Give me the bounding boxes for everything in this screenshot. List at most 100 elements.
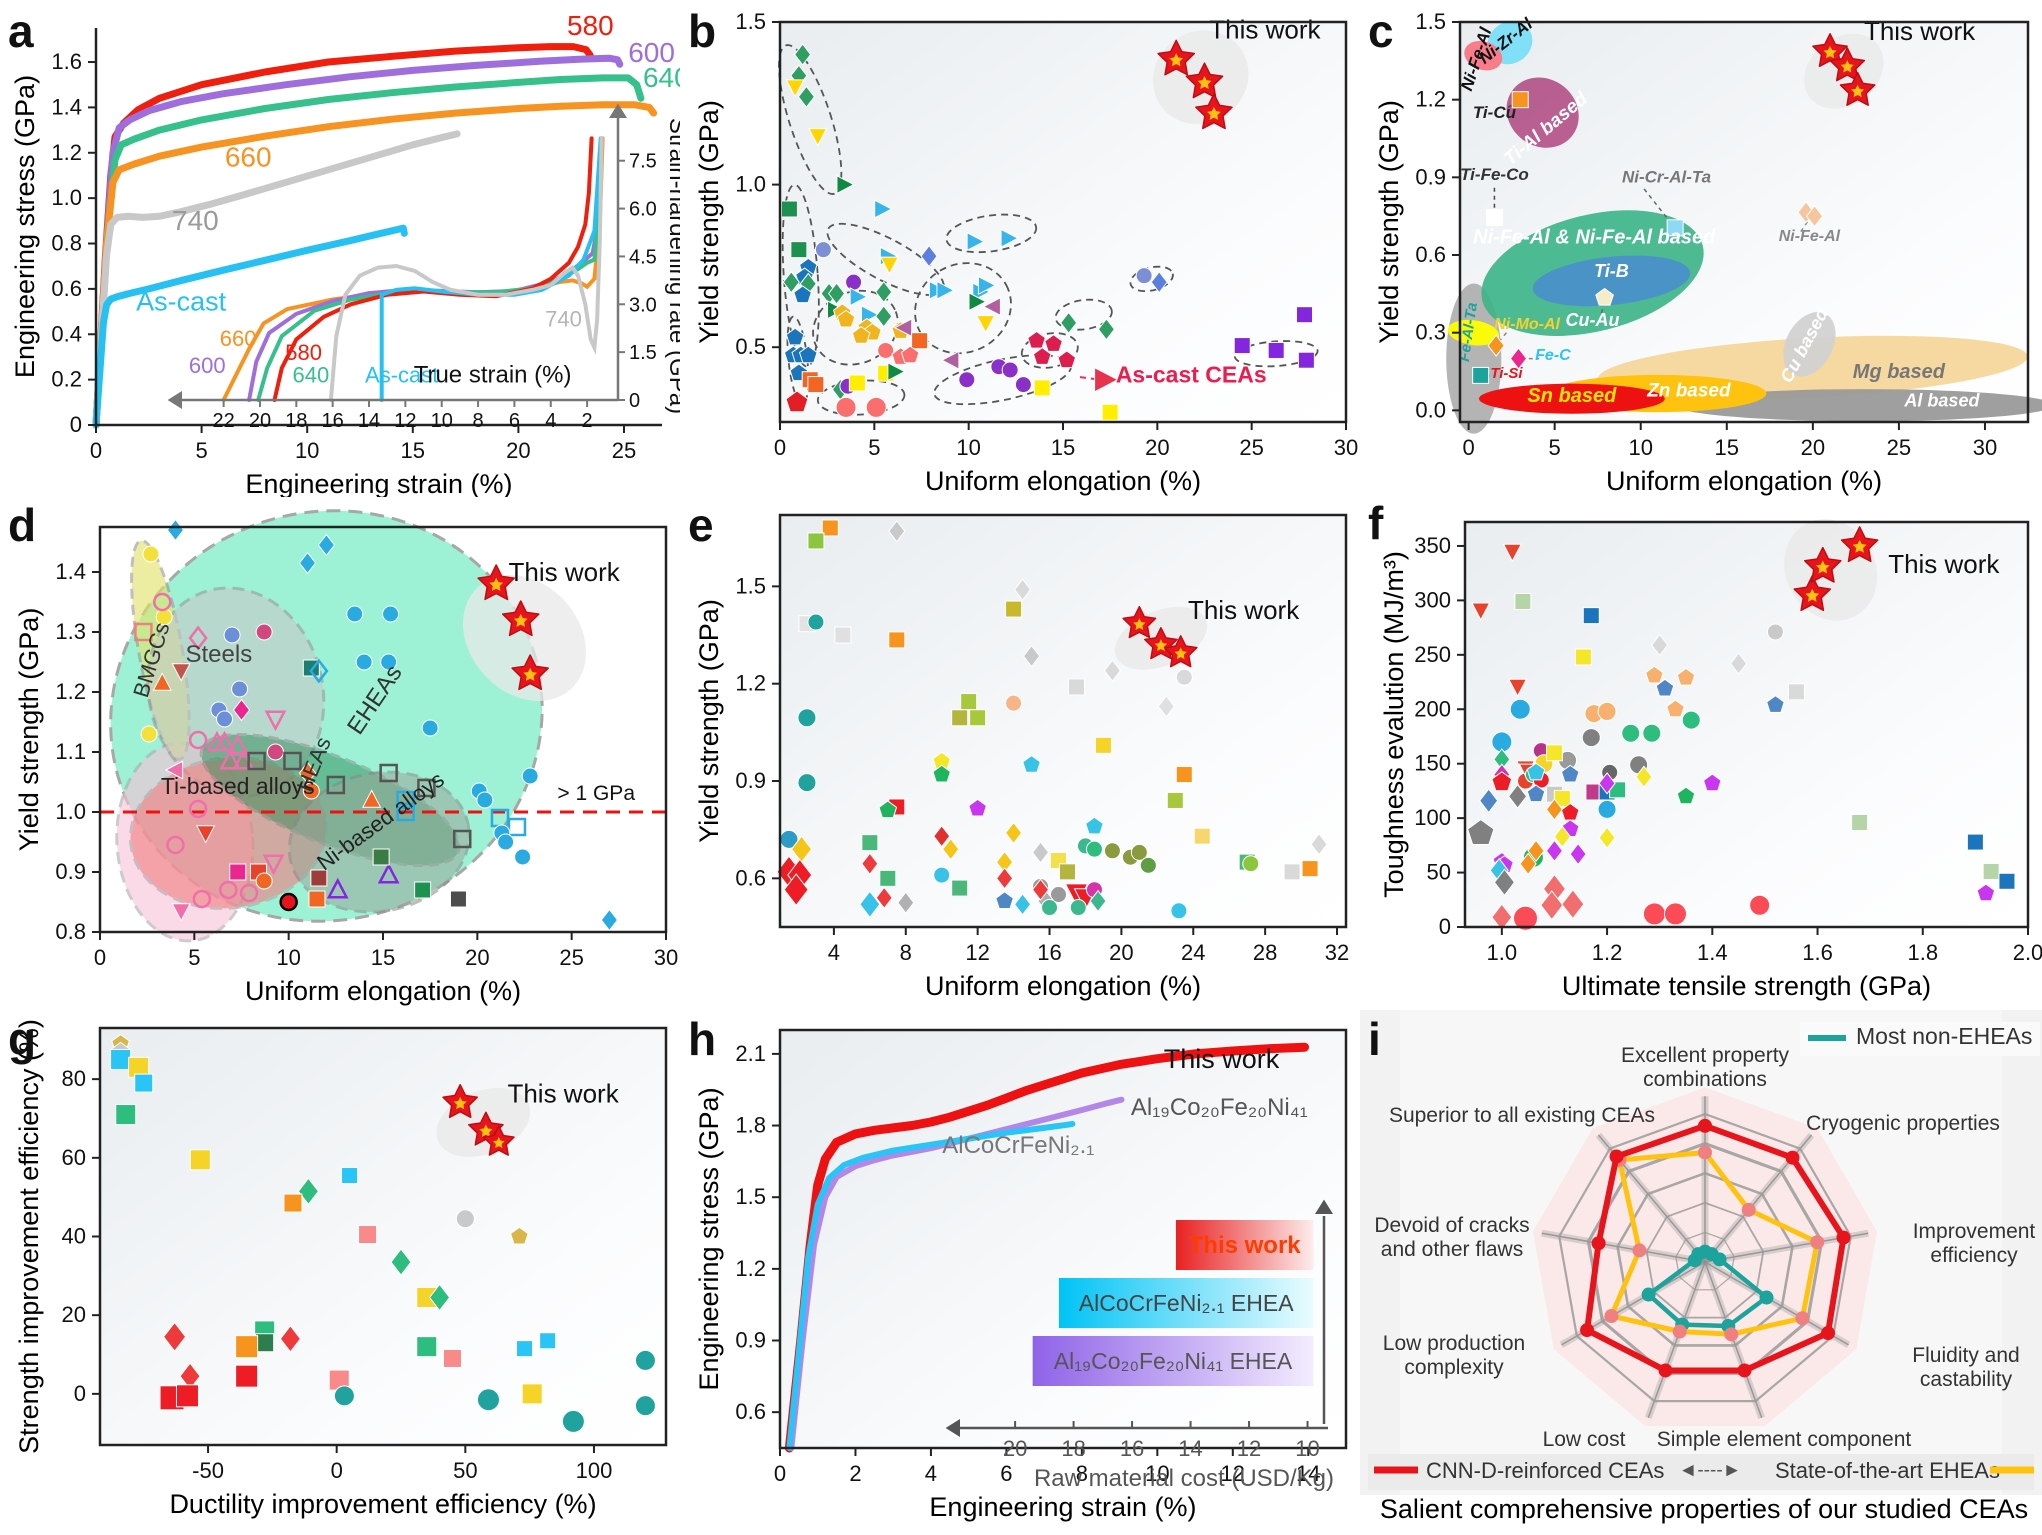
svg-text:740: 740 xyxy=(545,307,582,332)
svg-text:1.2: 1.2 xyxy=(735,671,766,696)
svg-text:Yield strength (GPa): Yield strength (GPa) xyxy=(14,608,44,852)
svg-text:Ni-Cr-Al-Ta: Ni-Cr-Al-Ta xyxy=(1622,168,1711,187)
svg-text:0.6: 0.6 xyxy=(735,1399,766,1424)
svg-text:Strain-hardening rate (GPa): Strain-hardening rate (GPa) xyxy=(664,118,680,414)
svg-text:-50: -50 xyxy=(192,1458,224,1483)
svg-text:14: 14 xyxy=(1178,1436,1202,1461)
svg-text:1.0: 1.0 xyxy=(51,185,82,210)
svg-text:State-of-the-art EHEAs: State-of-the-art EHEAs xyxy=(1775,1458,2000,1483)
svg-text:50: 50 xyxy=(453,1458,477,1483)
svg-text:10: 10 xyxy=(956,435,980,460)
svg-text:20: 20 xyxy=(62,1302,86,1327)
svg-text:25: 25 xyxy=(1239,435,1263,460)
svg-text:Raw material cost (USD/Kg): Raw material cost (USD/Kg) xyxy=(1034,1465,1334,1492)
panel-letter-e: e xyxy=(688,499,714,551)
svg-text:This work: This work xyxy=(1188,595,1300,625)
svg-text:Low cost: Low cost xyxy=(1543,1428,1626,1451)
svg-text:1.4: 1.4 xyxy=(1697,940,1728,965)
svg-text:Ti-Fe-Co: Ti-Fe-Co xyxy=(1460,165,1529,184)
svg-text:1.8: 1.8 xyxy=(1907,940,1938,965)
svg-text:350: 350 xyxy=(1414,533,1451,558)
svg-text:Ti-based alloys: Ti-based alloys xyxy=(161,773,315,799)
svg-text:5: 5 xyxy=(1549,435,1561,460)
svg-text:As-cast: As-cast xyxy=(365,362,438,387)
svg-text:This work: This work xyxy=(1164,1044,1280,1074)
svg-text:660: 660 xyxy=(225,141,272,172)
svg-text:Ni-Fe-Al & Ni-Fe-Al based: Ni-Fe-Al & Ni-Fe-Al based xyxy=(1473,226,1716,248)
svg-text:6: 6 xyxy=(1000,1461,1012,1486)
svg-text:15: 15 xyxy=(1051,435,1075,460)
svg-text:200: 200 xyxy=(1414,696,1451,721)
svg-text:0.9: 0.9 xyxy=(55,859,86,884)
svg-text:0: 0 xyxy=(74,1381,86,1406)
stress-strain-chart: 580600640660740As-cast051015202500.20.40… xyxy=(10,10,680,497)
svg-text:Toughness evalution (MJ/m³): Toughness evalution (MJ/m³) xyxy=(1379,551,1409,898)
svg-text:4.5: 4.5 xyxy=(629,246,657,268)
svg-text:Excellent property: Excellent property xyxy=(1621,1044,1790,1067)
svg-text:Ti-B: Ti-B xyxy=(1594,261,1629,281)
svg-text:12: 12 xyxy=(1237,1436,1261,1461)
panel-f: This work 1.0 1.2 1.4 1.6 1.8 2.0 0 50 100 150 200 2… xyxy=(1360,497,2042,1010)
svg-text:6.0: 6.0 xyxy=(629,199,657,221)
svg-text:◄----►: ◄----► xyxy=(1679,1460,1742,1481)
svg-text:0.0: 0.0 xyxy=(1415,397,1446,422)
panel-letter-a: a xyxy=(8,5,34,57)
yield-vs-elongation-cea-chart: This work As-cast CEAs 0 5 10 15 20 25 30 0.5 1.0 1… xyxy=(694,9,1358,496)
svg-text:Cryogenic properties: Cryogenic properties xyxy=(1806,1112,2000,1135)
svg-text:20: 20 xyxy=(1801,435,1825,460)
svg-text:1.8: 1.8 xyxy=(735,1113,766,1138)
svg-text:This work: This work xyxy=(1189,1232,1302,1259)
svg-text:0: 0 xyxy=(94,945,106,970)
svg-text:8: 8 xyxy=(900,940,912,965)
panel-letter-h: h xyxy=(688,1013,717,1065)
svg-text:0.2: 0.2 xyxy=(51,367,82,392)
panel-i-caption: Salient comprehensive properties of our … xyxy=(1379,1494,2029,1524)
svg-text:Yield strength (GPa): Yield strength (GPa) xyxy=(1374,100,1404,344)
svg-text:10: 10 xyxy=(1145,1461,1169,1486)
panel-a: 580600640660740As-cast051015202500.20.40… xyxy=(0,0,680,497)
svg-text:Al₁₉Co₂₀Fe₂₀Ni₄₁ EHEA: Al₁₉Co₂₀Fe₂₀Ni₄₁ EHEA xyxy=(1054,1348,1293,1374)
svg-text:30: 30 xyxy=(1334,435,1358,460)
svg-text:12: 12 xyxy=(1221,1461,1245,1486)
svg-text:Strength improvement efficienc: Strength improvement efficiency (%) xyxy=(14,1019,44,1454)
svg-text:Al based: Al based xyxy=(1903,390,1980,410)
svg-text:740: 740 xyxy=(172,205,219,236)
svg-text:1.6: 1.6 xyxy=(51,49,82,74)
panel-letter-d: d xyxy=(8,499,37,551)
svg-text:> 1 GPa: > 1 GPa xyxy=(557,782,635,805)
svg-text:25: 25 xyxy=(612,438,636,463)
svg-text:0: 0 xyxy=(774,435,786,460)
svg-text:660: 660 xyxy=(220,326,257,351)
svg-text:Devoid of cracks: Devoid of cracks xyxy=(1374,1214,1529,1237)
panel-g: This work -50 0 50 100 0 20 40 60 80 Ductility imp… xyxy=(0,1010,680,1535)
svg-text:10: 10 xyxy=(1628,435,1652,460)
svg-text:3.0: 3.0 xyxy=(629,294,657,316)
panel-e: This work 4 8 12 16 20 24 28 32 0.6 0.9 1.2 1.5 Unifo… xyxy=(680,497,1360,1010)
svg-text:1.4: 1.4 xyxy=(51,94,82,119)
svg-text:12: 12 xyxy=(965,940,989,965)
svg-text:Steels: Steels xyxy=(186,641,253,668)
svg-text:18: 18 xyxy=(1061,1436,1085,1461)
svg-text:AlCoCrFeNi₂.₁ EHEA: AlCoCrFeNi₂.₁ EHEA xyxy=(1079,1290,1294,1316)
svg-text:True strain (%): True strain (%) xyxy=(414,361,572,388)
svg-text:Fe-C: Fe-C xyxy=(1535,347,1571,364)
svg-text:0.5: 0.5 xyxy=(735,334,766,359)
svg-text:Uniform elongation (%): Uniform elongation (%) xyxy=(925,466,1201,496)
svg-text:1.5: 1.5 xyxy=(1415,9,1446,34)
svg-text:Engineering strain (%): Engineering strain (%) xyxy=(929,1492,1196,1522)
svg-text:Engineering stress (GPa): Engineering stress (GPa) xyxy=(10,75,40,378)
svg-text:Ni-Fe-Al: Ni-Fe-Al xyxy=(1779,228,1841,245)
svg-text:combinations: combinations xyxy=(1643,1068,1767,1091)
svg-text:As-cast CEAs: As-cast CEAs xyxy=(1116,361,1267,387)
svg-text:300: 300 xyxy=(1414,587,1451,612)
svg-text:0.3: 0.3 xyxy=(1415,320,1446,345)
svg-text:Ti-Si: Ti-Si xyxy=(1490,365,1523,382)
svg-text:1.4: 1.4 xyxy=(55,559,86,584)
svg-text:AlCoCrFeNi₂.₁: AlCoCrFeNi₂.₁ xyxy=(942,1132,1094,1159)
panel-d: This work BMGCs Steels EHEAs HEAs Ti-based al… xyxy=(0,497,680,1010)
svg-text:32: 32 xyxy=(1325,940,1349,965)
svg-text:25: 25 xyxy=(1887,435,1911,460)
svg-text:30: 30 xyxy=(654,945,678,970)
svg-text:1.6: 1.6 xyxy=(1802,940,1833,965)
